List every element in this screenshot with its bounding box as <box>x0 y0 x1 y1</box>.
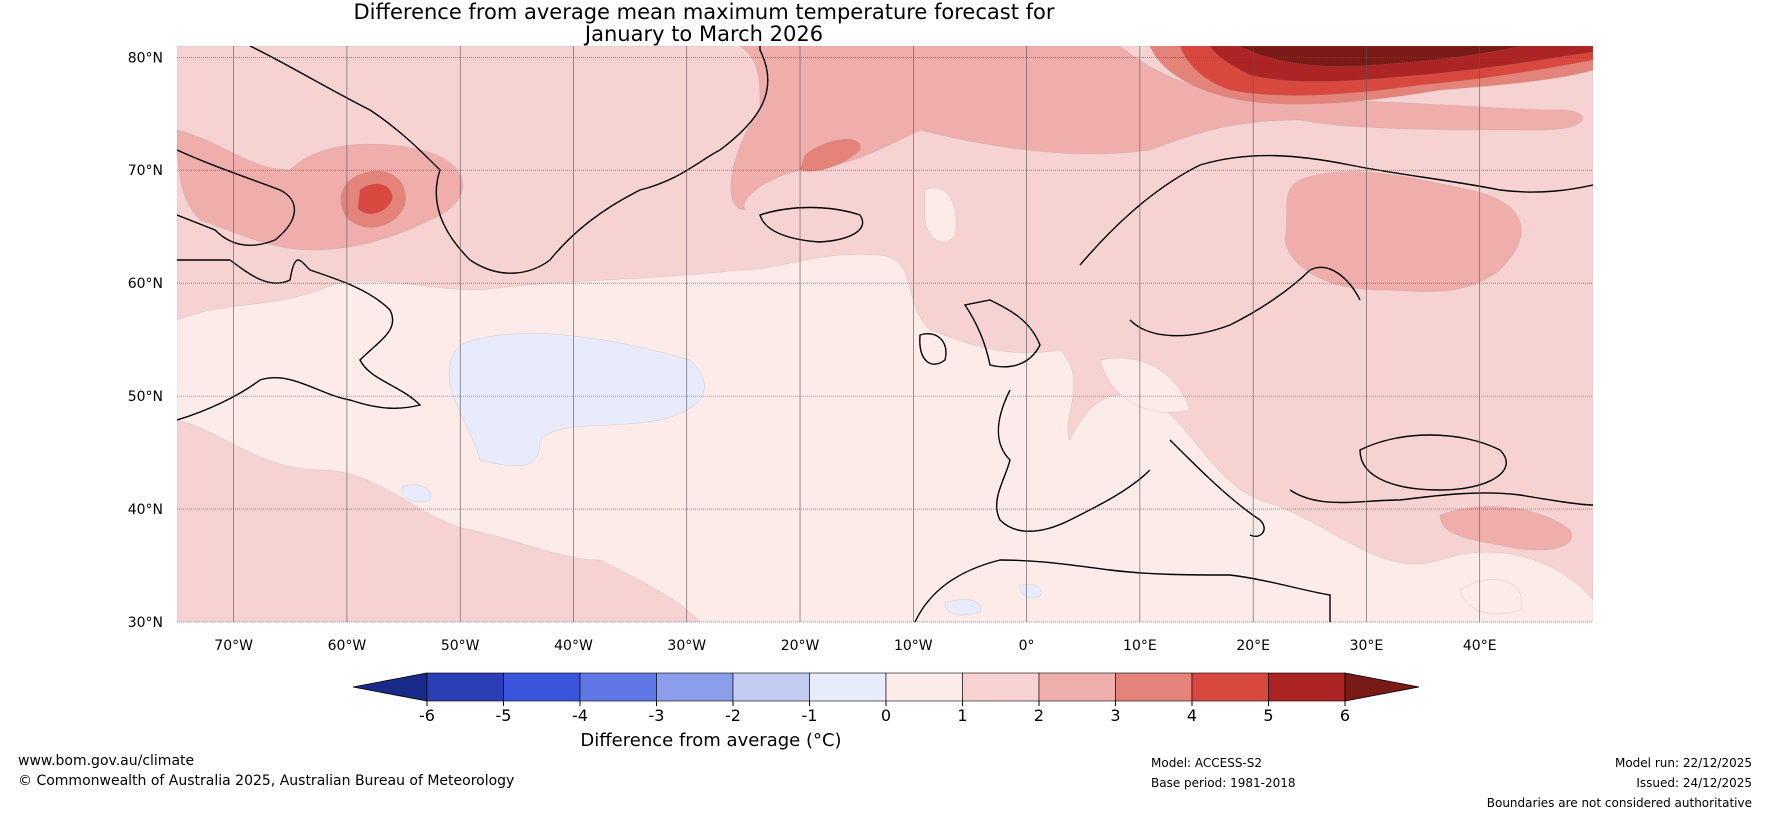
coastline-ireland <box>919 333 947 365</box>
lat-tick-label: 30°N <box>128 615 163 631</box>
field-pos2-russia <box>1284 171 1522 292</box>
colorbar-bin <box>426 672 504 702</box>
coastline-scandinavia <box>1079 154 1593 266</box>
field-neg1-atlantic <box>448 333 705 467</box>
coastline-black-sea <box>1359 434 1507 491</box>
colorbar-over-arrow <box>1344 672 1420 702</box>
colorbar-tick-label: -4 <box>572 706 588 725</box>
footer-model: Model: ACCESS-S2 <box>1151 756 1263 770</box>
lon-tick-label: 10°E <box>1123 638 1157 654</box>
coastline-iberia <box>995 389 1151 532</box>
footer-base-period: Base period: 1981-2018 <box>1151 776 1296 790</box>
colorbar-bin <box>962 672 1040 702</box>
colorbar-bin <box>1268 672 1346 702</box>
lon-tick-label: 40°E <box>1463 638 1497 654</box>
lon-tick-label: 20°W <box>781 638 820 654</box>
coastline-north-america <box>177 259 422 421</box>
colorbar-tick-label: -3 <box>649 706 665 725</box>
field-pos1-north <box>177 46 1593 601</box>
colorbar-tick-label: 5 <box>1263 706 1273 725</box>
colorbar-bin <box>809 672 887 702</box>
colorbar-bin <box>1038 672 1116 702</box>
lat-tick-label: 50°N <box>128 389 163 405</box>
field-pos0-pocket-3 <box>1459 579 1522 615</box>
field-pos1-southwest <box>177 419 701 622</box>
field-pos2-greenland-sea <box>730 46 1583 211</box>
lat-tick-label: 80°N <box>128 50 163 66</box>
coastline-greenland <box>249 46 769 274</box>
coastline-baffin <box>177 149 296 246</box>
colorbar-title: Difference from average (°C) <box>580 730 842 751</box>
lat-tick-label: 70°N <box>128 163 163 179</box>
footer-disclaimer: Boundaries are not considered authoritat… <box>1486 796 1752 810</box>
anomaly-field-layer <box>177 46 1593 622</box>
lon-tick-label: 10°W <box>894 638 933 654</box>
colorbar-tick-label: 2 <box>1034 706 1044 725</box>
coastline-italy <box>1169 439 1265 537</box>
colorbar-tick-label: 4 <box>1187 706 1197 725</box>
colorbar-tick-label: 6 <box>1340 706 1350 725</box>
footer-url[interactable]: www.bom.gov.au/climate <box>18 753 195 769</box>
colorbar-tick-label: 3 <box>1110 706 1120 725</box>
field-neg1-small-1 <box>401 484 432 503</box>
coastline-baltic <box>1129 266 1361 337</box>
colorbar-bin <box>1191 672 1269 702</box>
colorbar-tick-label: 0 <box>881 706 891 725</box>
colorbar-bin <box>885 672 963 702</box>
colorbar-bin <box>656 672 734 702</box>
field-pos0-pocket-1 <box>924 187 957 243</box>
lat-tick-label: 40°N <box>128 502 163 518</box>
coastline-layer <box>177 46 1593 622</box>
coastline-africa <box>914 559 1331 622</box>
chart-title-line-1: Difference from average mean maximum tem… <box>353 0 1055 24</box>
field-neg1-small-2 <box>944 599 981 616</box>
field-pos2-turkey <box>1439 506 1572 551</box>
field-pos6-arctic <box>1239 46 1521 67</box>
colorbar-tick-label: -5 <box>496 706 512 725</box>
footer-copyright: © Commonwealth of Australia 2025, Austra… <box>18 773 515 789</box>
lon-tick-label: 0° <box>1019 638 1035 654</box>
coastline-greece-turkey <box>1289 489 1593 506</box>
colorbar-under-arrow <box>352 672 428 702</box>
field-pos3-greenland-sea-core <box>799 139 861 172</box>
lon-tick-label: 60°W <box>328 638 367 654</box>
colorbar-bin <box>732 672 810 702</box>
lon-tick-label: 30°W <box>667 638 706 654</box>
coastline-iceland <box>759 206 864 243</box>
footer-issued: Issued: 24/12/2025 <box>1636 776 1752 790</box>
lon-tick-label: 20°E <box>1236 638 1270 654</box>
coastline-uk <box>963 299 1041 368</box>
field-neg1-small-3 <box>1019 583 1042 598</box>
lon-tick-label: 30°E <box>1350 638 1384 654</box>
lon-tick-label: 70°W <box>214 638 253 654</box>
colorbar-bin <box>1115 672 1193 702</box>
colorbar-tick-label: -2 <box>725 706 741 725</box>
colorbar-tick-label: -6 <box>419 706 435 725</box>
lon-tick-label: 50°W <box>441 638 480 654</box>
colorbar: -6 -5 -4 -3 -2 -1 0 1 2 3 4 5 6 <box>352 672 1420 725</box>
field-pos4-baffin-core <box>357 183 393 215</box>
chart-title-line-2: January to March 2026 <box>584 22 824 46</box>
colorbar-bin <box>579 672 657 702</box>
colorbar-bin <box>503 672 581 702</box>
lon-tick-label: 40°W <box>554 638 593 654</box>
lat-tick-label: 60°N <box>128 276 163 292</box>
footer-model-run: Model run: 22/12/2025 <box>1614 756 1752 770</box>
colorbar-tick-label: -1 <box>802 706 818 725</box>
colorbar-tick-label: 1 <box>957 706 967 725</box>
